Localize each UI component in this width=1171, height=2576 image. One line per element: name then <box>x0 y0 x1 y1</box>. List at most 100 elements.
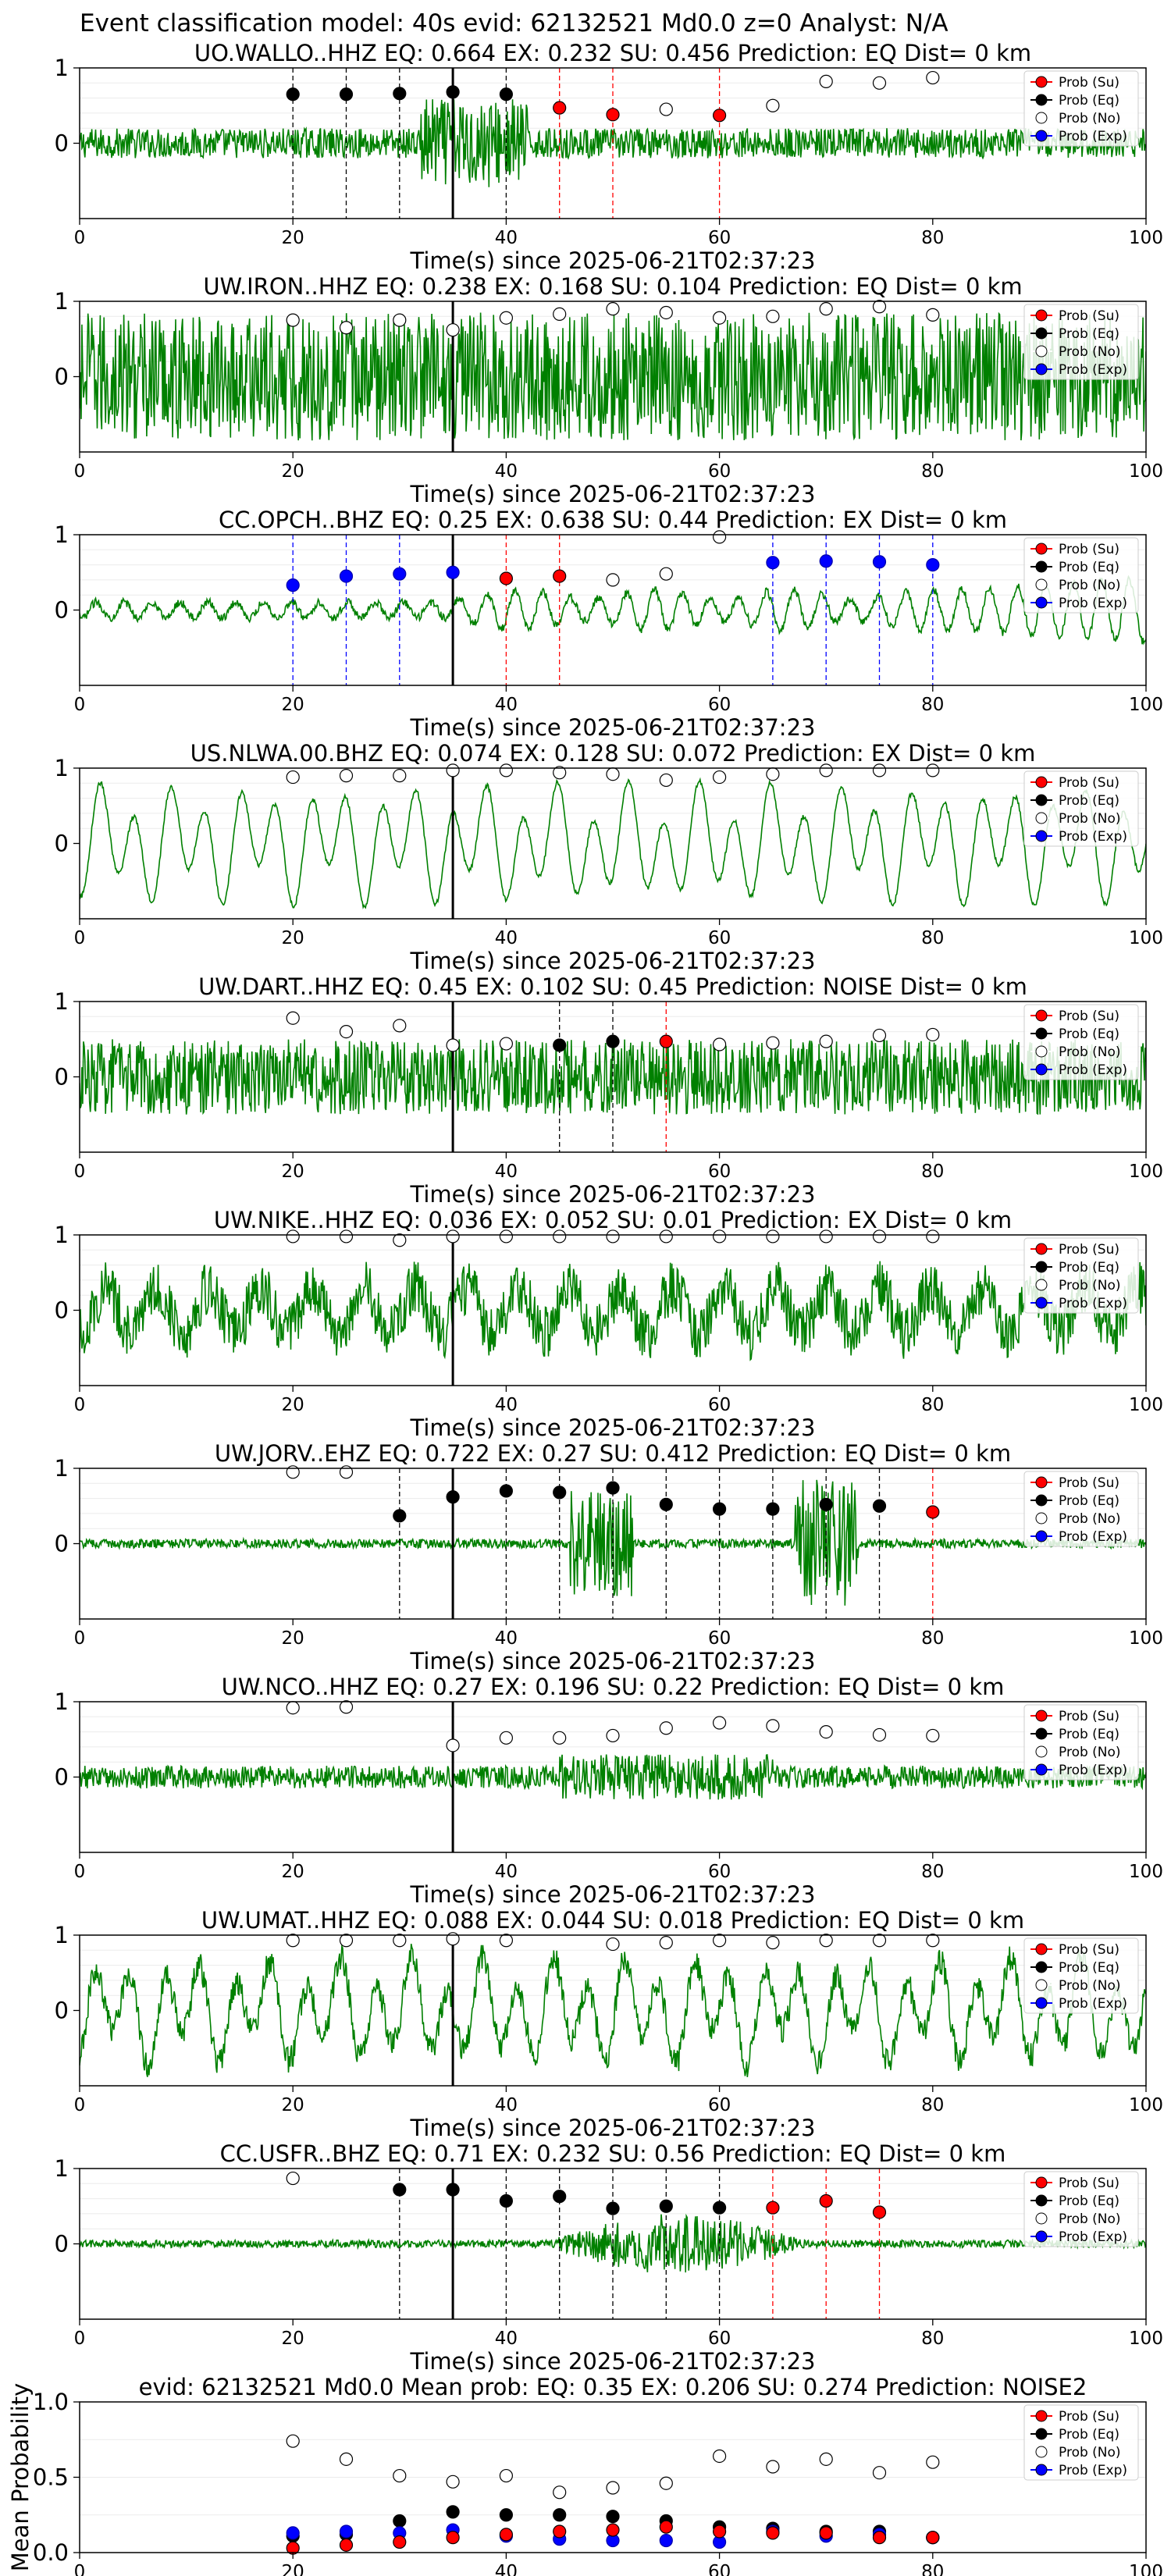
x-tick-label: 80 <box>921 928 944 948</box>
legend-marker-no <box>1035 2446 1048 2458</box>
y-tick-label: 0 <box>55 1764 69 1791</box>
legend-label: Prob (Eq) <box>1059 2194 1119 2209</box>
prob-marker-no <box>872 1229 887 1244</box>
x-tick-label: 80 <box>921 1162 944 1182</box>
panel-title: UW.NCO..HHZ EQ: 0.27 EX: 0.196 SU: 0.22 … <box>222 1674 1005 1700</box>
prob-marker-no <box>712 1716 727 1730</box>
panel-title: CC.OPCH..BHZ EQ: 0.25 EX: 0.638 SU: 0.44… <box>219 507 1007 533</box>
mean-prob-marker-eq <box>499 2508 514 2522</box>
x-tick-label: 60 <box>708 228 731 248</box>
legend-marker-exp <box>1035 1297 1048 1309</box>
prob-marker-no <box>712 770 727 785</box>
x-tick-label: 20 <box>282 1162 304 1182</box>
x-tick-label: 40 <box>495 228 518 248</box>
mean-prob-marker-eq <box>446 2505 460 2519</box>
legend-marker-no <box>1035 112 1048 124</box>
prob-marker-no <box>553 766 567 780</box>
legend-marker-eq <box>1035 794 1048 806</box>
y-tick-label: 0.5 <box>33 2464 69 2491</box>
legend-box <box>1023 70 1139 147</box>
legend-label: Prob (Exp) <box>1059 129 1127 144</box>
prob-marker-no <box>926 1728 940 1743</box>
prob-marker-exp <box>393 567 407 581</box>
prob-marker-no <box>286 770 300 785</box>
x-tick-label: 0 <box>74 1162 86 1182</box>
legend-label: Prob (Eq) <box>1059 1493 1119 1509</box>
prob-marker-no <box>819 1229 833 1244</box>
x-tick-label: 80 <box>921 695 944 715</box>
prob-marker-no <box>393 313 407 327</box>
y-tick-label: 0 <box>55 2231 69 2258</box>
legend-marker-exp <box>1035 363 1048 375</box>
legend-box <box>1023 304 1139 380</box>
prob-marker-su <box>926 1505 940 1519</box>
prob-marker-no <box>712 1037 727 1051</box>
prob-marker-no <box>872 1934 887 1948</box>
prob-marker-no <box>499 1229 514 1244</box>
prob-marker-eq <box>553 1485 567 1500</box>
y-tick-label: 0 <box>55 597 69 624</box>
prob-marker-no <box>446 1229 460 1244</box>
prob-marker-no <box>766 767 780 781</box>
x-axis-label: Time(s) since 2025-06-21T02:37:23 <box>410 247 816 274</box>
prob-marker-no <box>339 1465 354 1479</box>
prob-marker-eq <box>339 87 354 101</box>
x-tick-label: 100 <box>1129 2329 1163 2349</box>
prob-marker-no <box>659 567 673 581</box>
y-tick-label: 0 <box>55 130 69 157</box>
legend-label: Prob (No) <box>1059 1511 1121 1527</box>
legend-label: Prob (Eq) <box>1059 1960 1119 1976</box>
legend-label: Prob (Exp) <box>1059 362 1127 378</box>
panel-title: UW.NIKE..HHZ EQ: 0.036 EX: 0.052 SU: 0.0… <box>214 1207 1012 1233</box>
legend-marker-eq <box>1035 1027 1048 1040</box>
x-tick-label: 80 <box>921 2562 944 2576</box>
prob-marker-no <box>606 767 620 781</box>
legend-marker-eq <box>1035 1961 1048 1973</box>
prob-marker-eq <box>553 1038 567 1052</box>
panel-10: CC.USFR..BHZ EQ: 0.71 EX: 0.232 SU: 0.56… <box>55 2140 1163 2375</box>
mean-prob-marker-su <box>553 2524 567 2539</box>
x-tick-label: 40 <box>495 1862 518 1882</box>
prob-marker-no <box>446 763 460 777</box>
x-tick-label: 0 <box>74 2329 86 2349</box>
prob-marker-no <box>286 313 300 327</box>
x-tick-label: 40 <box>495 928 518 948</box>
axes-frame <box>79 767 1147 920</box>
mean-prob-marker-su <box>926 2531 940 2545</box>
legend-label: Prob (Eq) <box>1059 1026 1119 1042</box>
mean-prob-marker-no <box>393 2468 407 2483</box>
legend-label: Prob (No) <box>1059 2445 1121 2460</box>
prob-marker-eq <box>499 2194 514 2208</box>
x-tick-label: 0 <box>74 928 86 948</box>
prob-marker-no <box>659 102 673 116</box>
legend-label: Prob (Su) <box>1059 1242 1119 1258</box>
axes-frame <box>79 534 1147 686</box>
prob-marker-no <box>553 1229 567 1244</box>
legend-label: Prob (Su) <box>1059 1475 1119 1491</box>
legend-marker-no <box>1035 578 1048 591</box>
prob-marker-eq <box>712 1502 727 1516</box>
prob-marker-no <box>499 763 514 777</box>
legend-box <box>1023 770 1139 847</box>
legend-label: Prob (Eq) <box>1059 1260 1119 1276</box>
legend-marker-su <box>1035 1943 1048 1955</box>
prob-marker-no <box>286 1229 300 1244</box>
prob-marker-su <box>606 108 620 122</box>
panel-title: US.NLWA.00.BHZ EQ: 0.074 EX: 0.128 SU: 0… <box>190 740 1036 767</box>
legend-marker-su <box>1035 1243 1048 1255</box>
waveform-trace <box>80 311 1146 441</box>
panel-5: UW.DART..HHZ EQ: 0.45 EX: 0.102 SU: 0.45… <box>55 973 1163 1208</box>
prob-marker-eq <box>286 87 300 101</box>
prob-marker-no <box>872 1028 887 1043</box>
panel-title: UO.WALLO..HHZ EQ: 0.664 EX: 0.232 SU: 0.… <box>194 40 1031 66</box>
legend-marker-su <box>1035 76 1048 88</box>
prob-marker-no <box>872 1727 887 1742</box>
x-tick-label: 20 <box>282 1395 304 1415</box>
prob-marker-su <box>553 569 567 583</box>
y-tick-label: 1 <box>55 1922 69 1948</box>
legend-label: Prob (No) <box>1059 1278 1121 1293</box>
prob-marker-no <box>446 323 460 337</box>
x-tick-label: 100 <box>1129 928 1163 948</box>
mean-prob-marker-su <box>339 2538 354 2552</box>
